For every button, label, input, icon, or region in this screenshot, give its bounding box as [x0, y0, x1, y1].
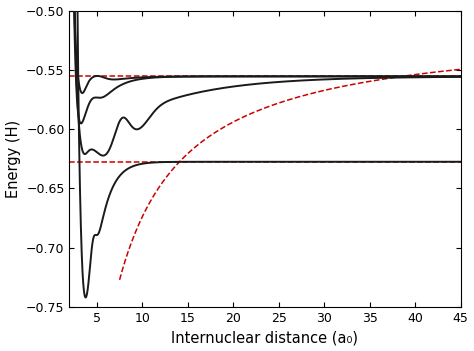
Y-axis label: Energy (H): Energy (H): [6, 120, 20, 198]
X-axis label: Internuclear distance (a₀): Internuclear distance (a₀): [172, 330, 358, 345]
